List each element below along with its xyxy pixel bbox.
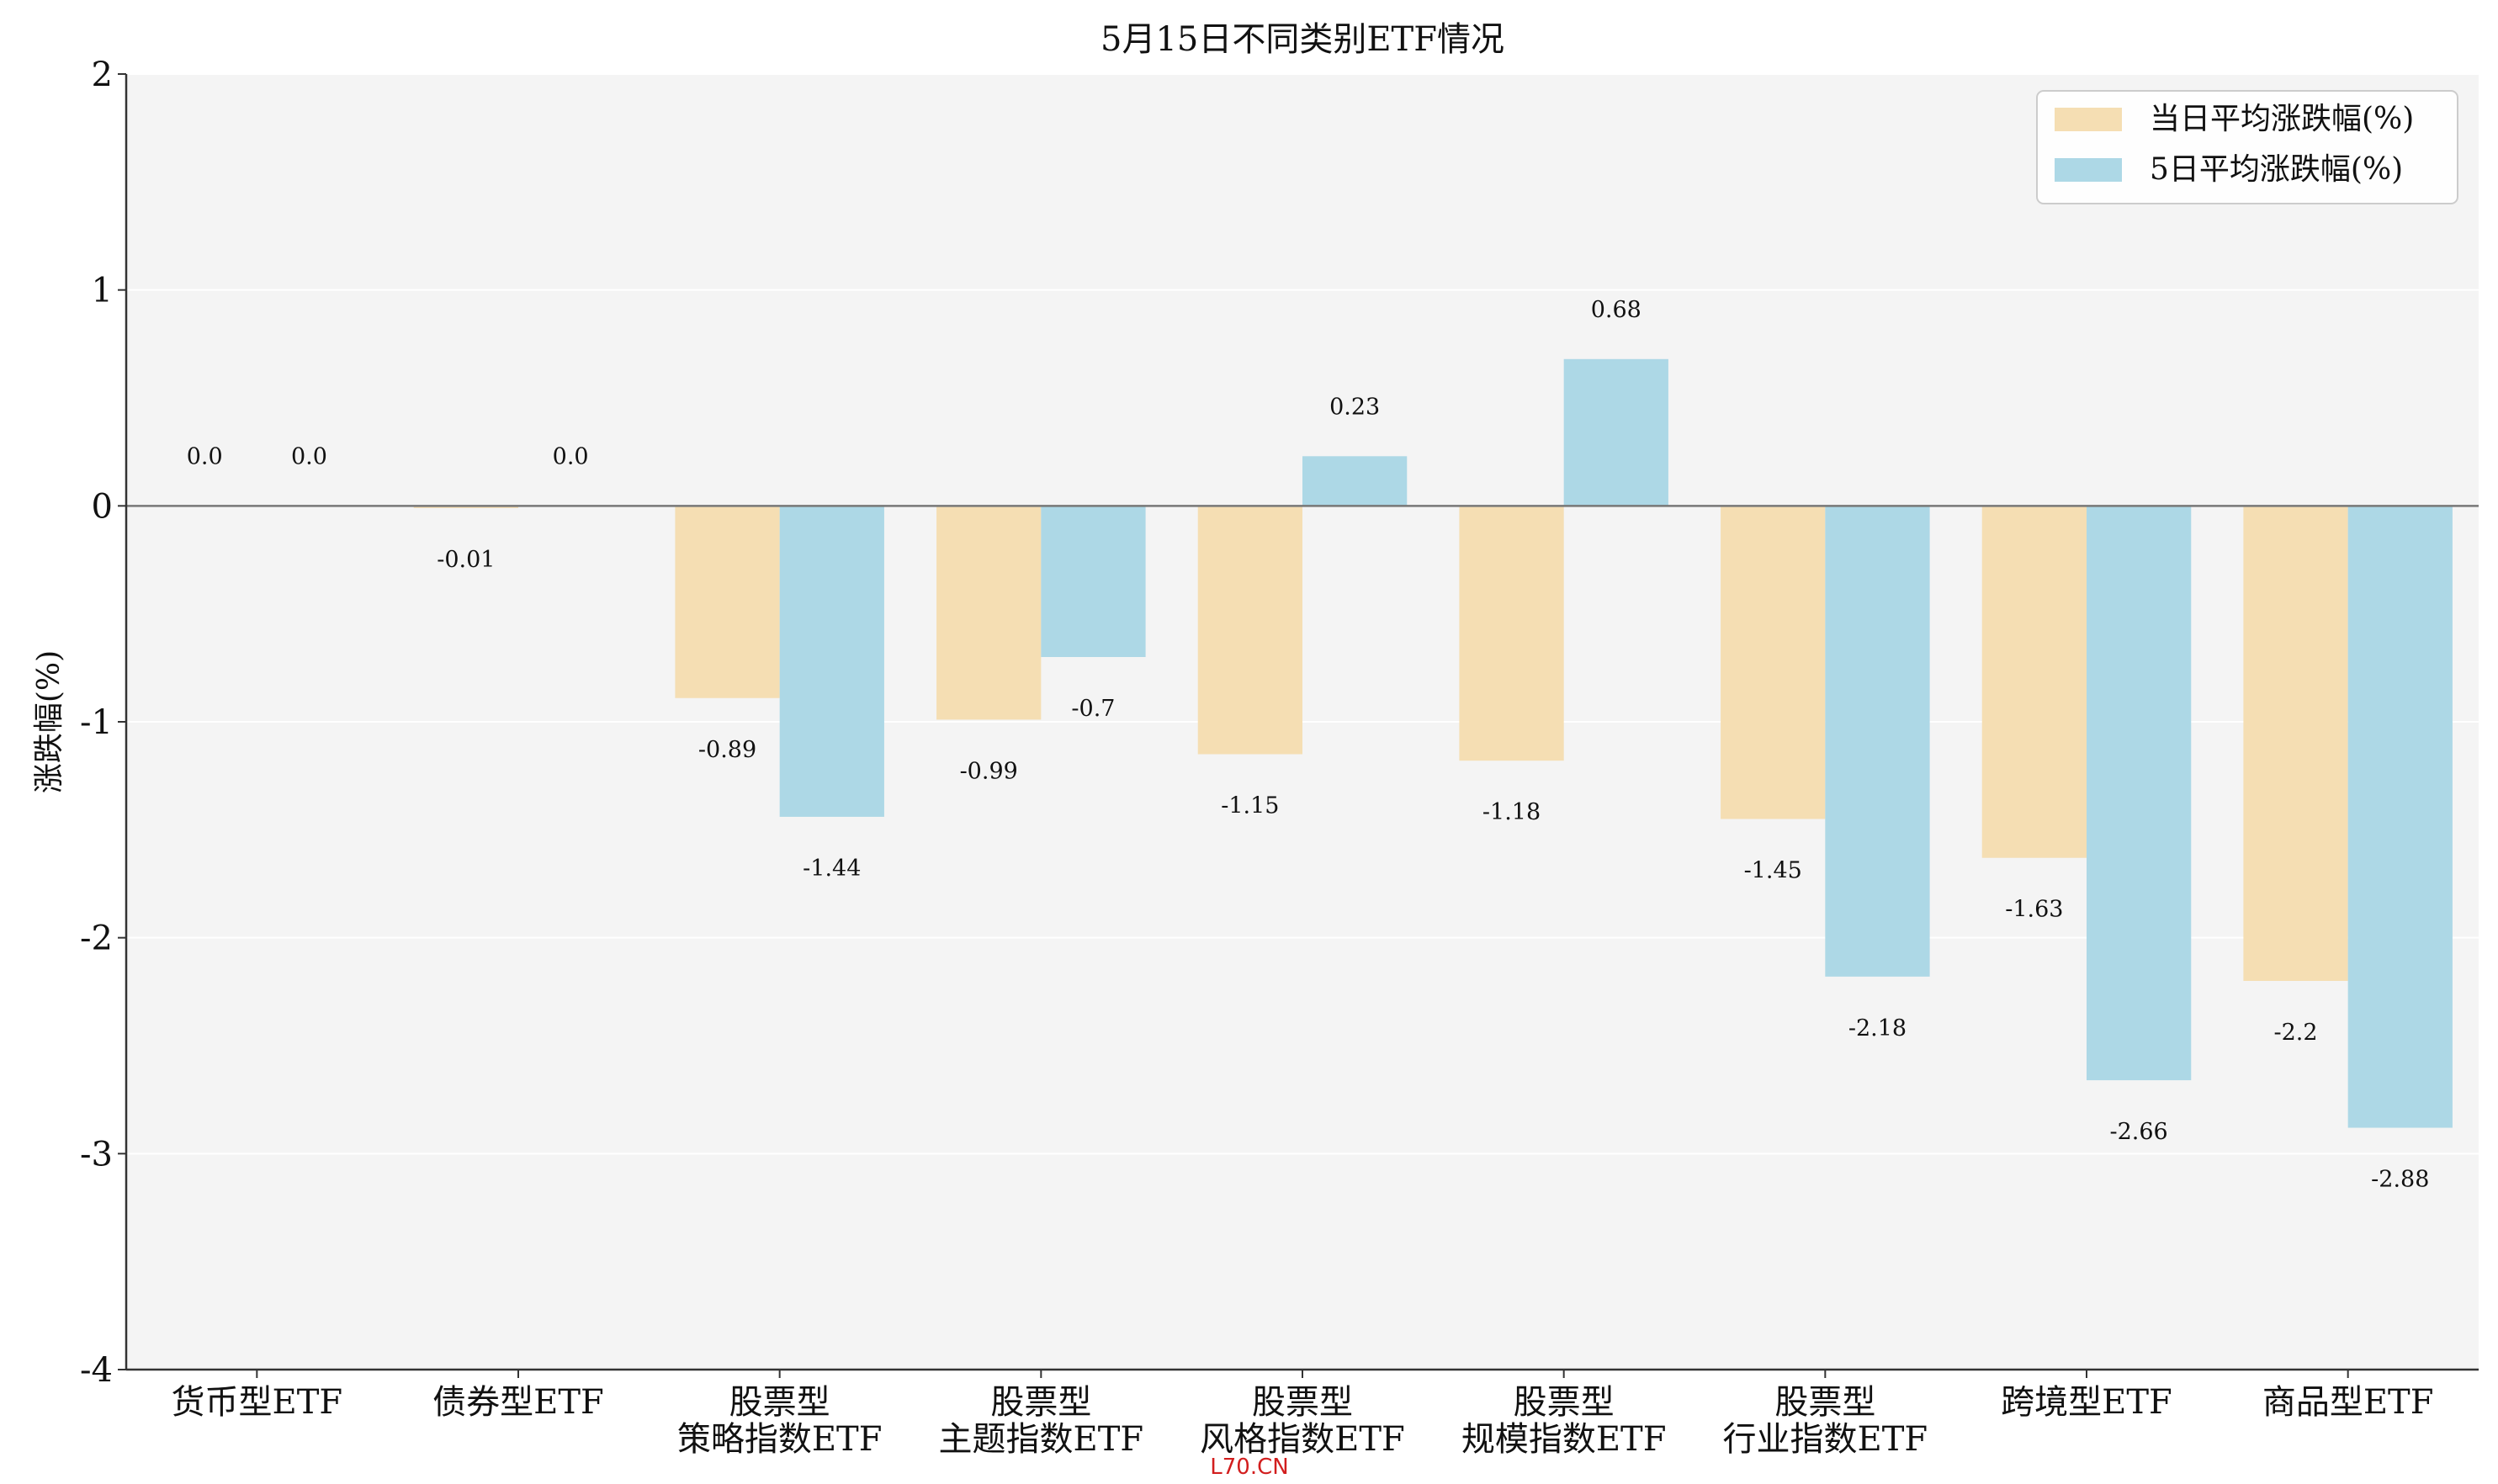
x-tick-label: 行业指数ETF [1723,1420,1928,1459]
x-tick-label: 股票型 [1774,1383,1875,1422]
bar [2347,506,2453,1128]
data-label: 0.0 [187,443,223,469]
data-label: -2.2 [2274,1020,2318,1046]
data-label: -1.44 [803,856,861,882]
watermark: L70.CN [1210,1455,1288,1480]
y-tick-label: -4 [80,1351,113,1390]
x-tick-label: 主题指数ETF [939,1420,1144,1459]
bar [1197,506,1302,755]
bar [413,506,518,508]
bar [1721,506,1826,819]
x-tick-label: 股票型 [1252,1383,1353,1422]
data-label: -2.88 [2371,1167,2429,1193]
data-label: -1.63 [2005,897,2063,923]
x-tick-label: 策略指数ETF [677,1420,883,1459]
legend-box [2036,90,2458,204]
bar [1041,506,1146,657]
x-tick-label: 商品型ETF [2262,1383,2434,1422]
x-tick-label: 股票型 [990,1383,1091,1422]
y-tick-label: 0 [92,487,113,526]
data-label: -1.18 [1482,799,1541,825]
bar [2243,506,2348,981]
x-tick-label: 货币型ETF [172,1383,343,1422]
y-axis-label: 涨跌幅(%) [32,650,66,793]
legend-swatch-5day [2055,158,2122,182]
data-label: -1.45 [1744,858,1802,884]
bars [152,358,2453,1128]
x-tick-label: 风格指数ETF [1200,1420,1405,1459]
data-label: -1.15 [1221,793,1279,819]
data-label: 0.23 [1329,394,1380,420]
data-labels: 0.0 0.0 -0.01 0.0 -0.89 -1.44 -0.99 -0.7 -1.15 0.… [187,297,2430,1193]
bar [1825,506,1930,977]
data-label: 0.0 [553,443,589,469]
bar [1302,456,1408,506]
bar [1563,358,1668,506]
legend-swatch-daily [2055,108,2122,131]
axes [118,73,2479,1378]
y-tick-label: -2 [80,920,113,958]
x-tick-label: 股票型 [729,1383,830,1422]
x-tick-label: 债券型ETF [432,1383,604,1422]
y-tick-label: -1 [80,703,113,742]
data-label: 0.68 [1591,297,1641,323]
x-tick-label: 规模指数ETF [1461,1420,1667,1459]
bar [2087,506,2192,1081]
data-label: -0.99 [960,758,1018,784]
y-tick-label: -3 [80,1135,113,1174]
x-tick-label: 跨境型ETF [2001,1383,2172,1422]
bar [936,506,1042,720]
x-tick-labels: 货币型ETF 债券型ETF 股票型策略指数ETF股票型主题指数ETF股票型风格指数E… [172,1383,2434,1459]
data-label: 0.0 [291,443,327,469]
bar [675,506,780,698]
bar [1981,506,2087,858]
bar [1459,506,1564,761]
y-tick-labels: 2 1 0 -1 -2 -3 -4 [80,56,113,1390]
chart-title: 5月15日不同类别ETF情况 [1100,20,1504,59]
bar [779,506,884,817]
x-tick-label: 股票型 [1514,1383,1615,1422]
legend: 当日平均涨跌幅(%) 5日平均涨跌幅(%) [2036,90,2458,204]
y-tick-label: 2 [92,56,113,94]
y-tick-label: 1 [92,272,113,310]
data-label: -0.89 [698,737,756,763]
data-label: -0.7 [1071,696,1115,722]
legend-label-daily: 当日平均涨跌幅(%) [2150,102,2414,136]
data-label: -0.01 [437,547,495,573]
legend-label-5day: 5日平均涨跌幅(%) [2150,152,2403,187]
data-label: -2.66 [2110,1119,2168,1145]
data-label: -2.18 [1848,1015,1907,1041]
